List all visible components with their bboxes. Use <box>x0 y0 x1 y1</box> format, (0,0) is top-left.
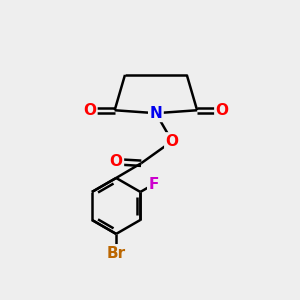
Text: F: F <box>148 177 159 192</box>
Text: N: N <box>149 106 162 121</box>
Text: F: F <box>148 177 159 192</box>
Text: O: O <box>216 103 229 118</box>
Text: Br: Br <box>106 246 126 261</box>
Text: Br: Br <box>106 246 126 261</box>
Text: O: O <box>110 154 123 169</box>
Text: O: O <box>166 134 178 149</box>
Text: O: O <box>83 103 96 118</box>
Text: O: O <box>83 103 96 118</box>
Text: N: N <box>149 106 162 121</box>
Text: O: O <box>110 154 123 169</box>
Text: O: O <box>166 134 178 149</box>
Text: O: O <box>216 103 229 118</box>
